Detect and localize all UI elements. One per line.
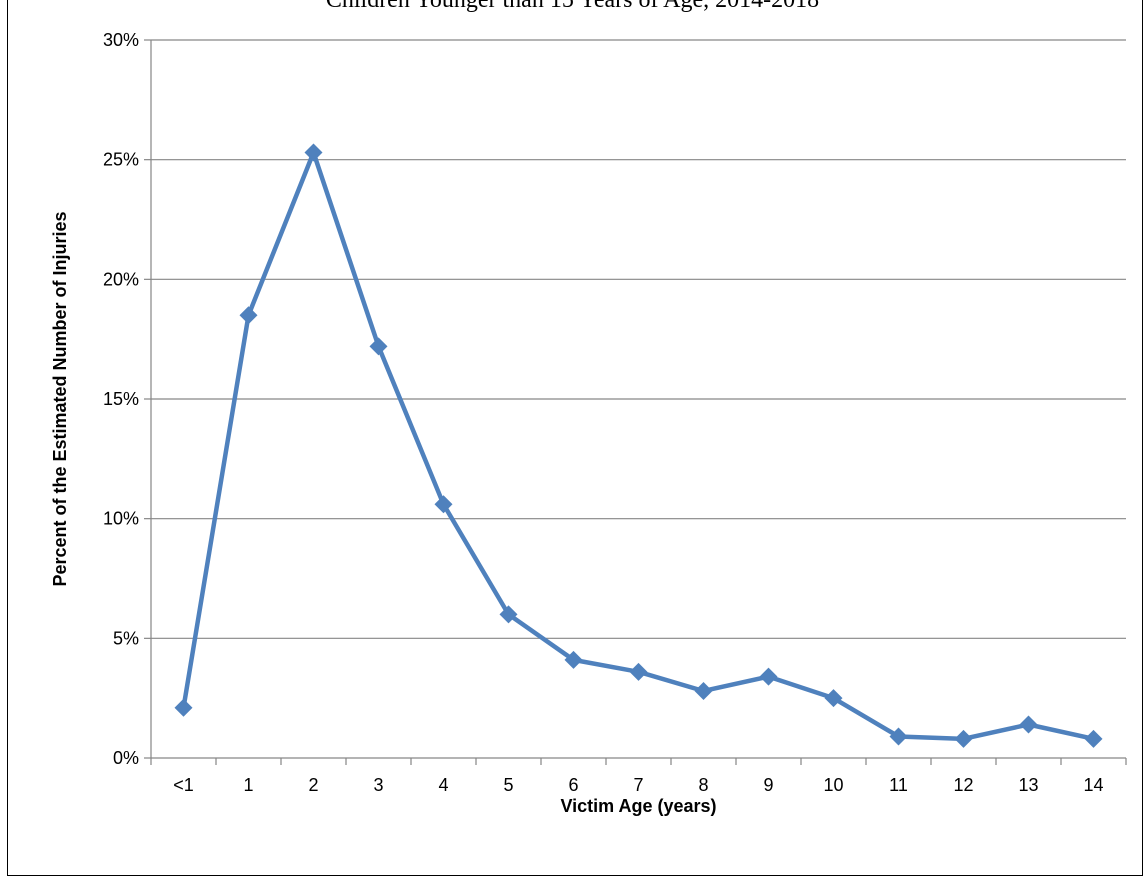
x-tick-label: 12: [953, 775, 973, 795]
y-tick-label: 10%: [103, 509, 139, 529]
y-axis-title: Percent of the Estimated Number of Injur…: [50, 211, 70, 586]
x-tick-label: 11: [889, 775, 908, 795]
data-point-marker: [824, 689, 843, 708]
data-point-marker: [759, 667, 778, 686]
chart-title: Children Younger than 15 Years of Age, 2…: [325, 0, 820, 13]
x-tick-label: 8: [698, 775, 708, 795]
data-point-marker: [434, 495, 453, 514]
data-point-marker: [1019, 715, 1038, 734]
x-tick-label: 6: [568, 775, 578, 795]
data-point-marker: [629, 662, 648, 681]
data-point-marker: [369, 337, 388, 356]
data-point-marker: [694, 681, 713, 700]
data-point-marker: [954, 729, 973, 748]
x-tick-label: 2: [308, 775, 318, 795]
y-tick-label: 25%: [103, 150, 139, 170]
data-point-marker: [499, 605, 518, 624]
data-point-marker: [174, 698, 193, 717]
gridlines: [151, 39, 1126, 639]
data-point-marker: [239, 306, 258, 325]
data-series: [174, 143, 1103, 748]
x-tick-label: 7: [633, 775, 643, 795]
x-tick-label: 13: [1018, 775, 1038, 795]
y-tick-label: 0%: [113, 748, 139, 768]
data-point-marker: [564, 650, 583, 669]
x-tick-label: 4: [438, 775, 448, 795]
chart-frame: [7, 0, 1143, 876]
x-tick-label: 5: [503, 775, 513, 795]
x-tick-label: 14: [1083, 775, 1103, 795]
x-tick-label: 3: [373, 775, 383, 795]
data-point-marker: [1084, 729, 1103, 748]
x-tick-label: 9: [763, 775, 773, 795]
y-tick-label: 30%: [103, 30, 139, 50]
axes: [144, 39, 1127, 765]
y-tick-label: 15%: [103, 389, 139, 409]
tick-labels: 0%5%10%15%20%25%30%<1 1 2 3 4 5 6 7 8 9 10 11 12 13 14: [103, 30, 1104, 795]
series-line: [181, 150, 1096, 742]
x-tick-label: 1: [243, 775, 253, 795]
y-tick-label: 5%: [113, 628, 139, 648]
x-axis-title: Victim Age (years): [560, 796, 716, 816]
y-tick-label: 20%: [103, 269, 139, 289]
data-point-marker: [304, 143, 323, 162]
x-tick-label: <1: [173, 775, 194, 795]
x-tick-label: 10: [823, 775, 843, 795]
data-point-marker: [889, 727, 908, 746]
